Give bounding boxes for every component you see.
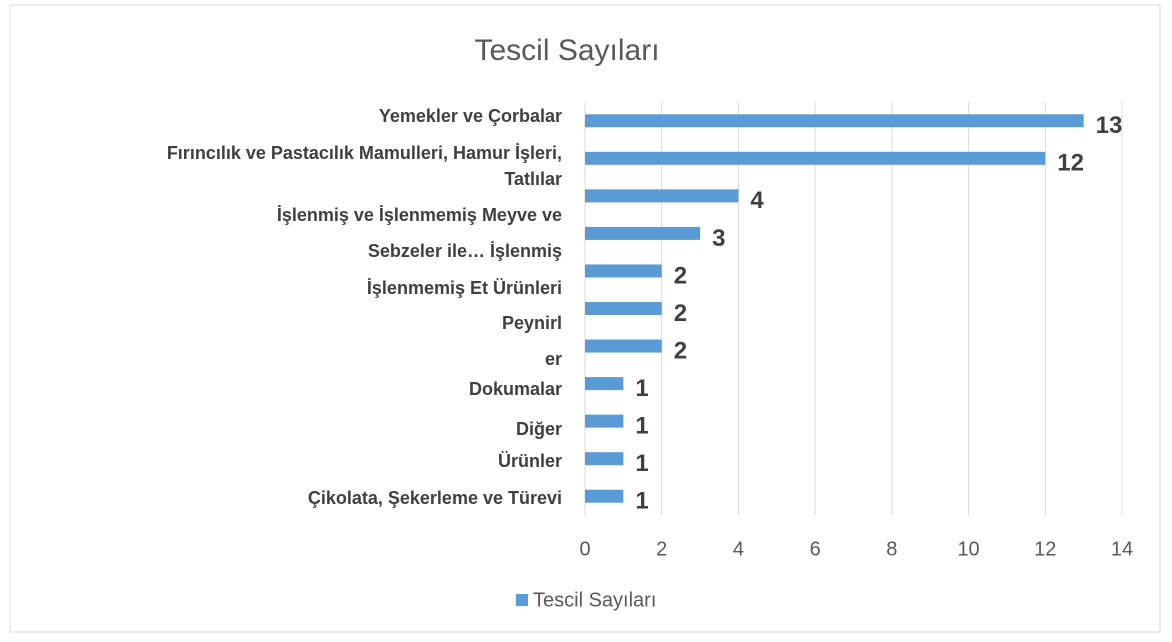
bar <box>585 302 662 315</box>
y-tick-label: Ürünler <box>498 451 562 471</box>
y-tick-label: Tatlılar <box>504 169 562 189</box>
bar <box>585 151 1046 165</box>
y-tick-label: Yemekler ve Çorbalar <box>379 106 562 126</box>
legend-swatch <box>516 594 528 606</box>
bar <box>585 452 624 466</box>
data-label: 1 <box>635 488 648 515</box>
bar <box>585 377 624 391</box>
bar <box>585 226 701 240</box>
y-tick-label: Peynirl <box>502 313 562 333</box>
data-label: 3 <box>712 225 725 252</box>
data-label: 1 <box>635 375 648 402</box>
legend-label: Tescil Sayıları <box>533 589 656 611</box>
x-tick-label: 10 <box>957 538 979 560</box>
x-tick-label: 2 <box>656 538 667 560</box>
y-tick-label: er <box>545 349 562 369</box>
data-label: 13 <box>1096 112 1123 139</box>
data-label: 12 <box>1057 150 1084 177</box>
bar <box>585 414 624 428</box>
y-tick-label: Fırıncılık ve Pastacılık Mamulleri, Hamu… <box>167 143 562 163</box>
bar <box>585 339 662 353</box>
bar <box>585 114 1084 128</box>
chart-title: Tescil Sayıları <box>474 34 659 67</box>
data-label: 4 <box>750 187 764 214</box>
bar <box>585 264 662 278</box>
data-label: 2 <box>674 262 687 289</box>
y-tick-label: Diğer <box>516 419 562 439</box>
bar <box>585 189 739 203</box>
data-label: 1 <box>635 412 648 439</box>
data-label: 2 <box>674 337 687 364</box>
y-tick-label: İşlenmemiş Et Ürünleri <box>367 278 562 298</box>
y-tick-label: Çikolata, Şekerleme ve Türevi <box>308 488 562 508</box>
y-tick-label: İşlenmiş ve İşlenmemiş Meyve ve <box>277 205 562 225</box>
x-tick-label: 12 <box>1034 538 1056 560</box>
x-tick-label: 6 <box>810 538 821 560</box>
y-tick-label: Dokumalar <box>469 379 562 399</box>
y-tick-label: Sebzeler ile… İşlenmiş <box>368 241 562 261</box>
x-tick-label: 4 <box>733 538 744 560</box>
data-label: 1 <box>635 450 648 477</box>
data-label: 2 <box>674 300 687 327</box>
bar <box>585 489 624 503</box>
x-tick-label: 14 <box>1111 538 1133 560</box>
x-tick-label: 8 <box>886 538 897 560</box>
x-tick-label: 0 <box>579 538 590 560</box>
